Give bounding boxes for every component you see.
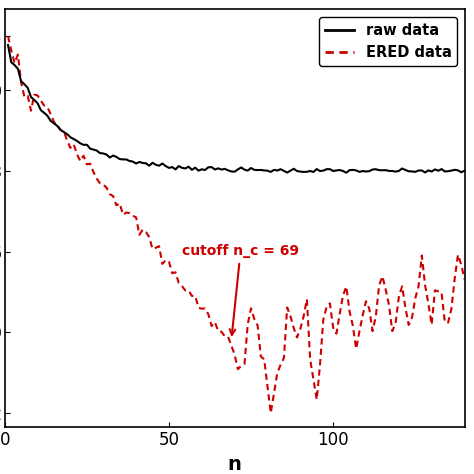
Text: cutoff n_c = 69: cutoff n_c = 69 bbox=[182, 244, 299, 335]
Legend: raw data, ERED data: raw data, ERED data bbox=[319, 17, 457, 66]
X-axis label: n: n bbox=[228, 455, 242, 474]
